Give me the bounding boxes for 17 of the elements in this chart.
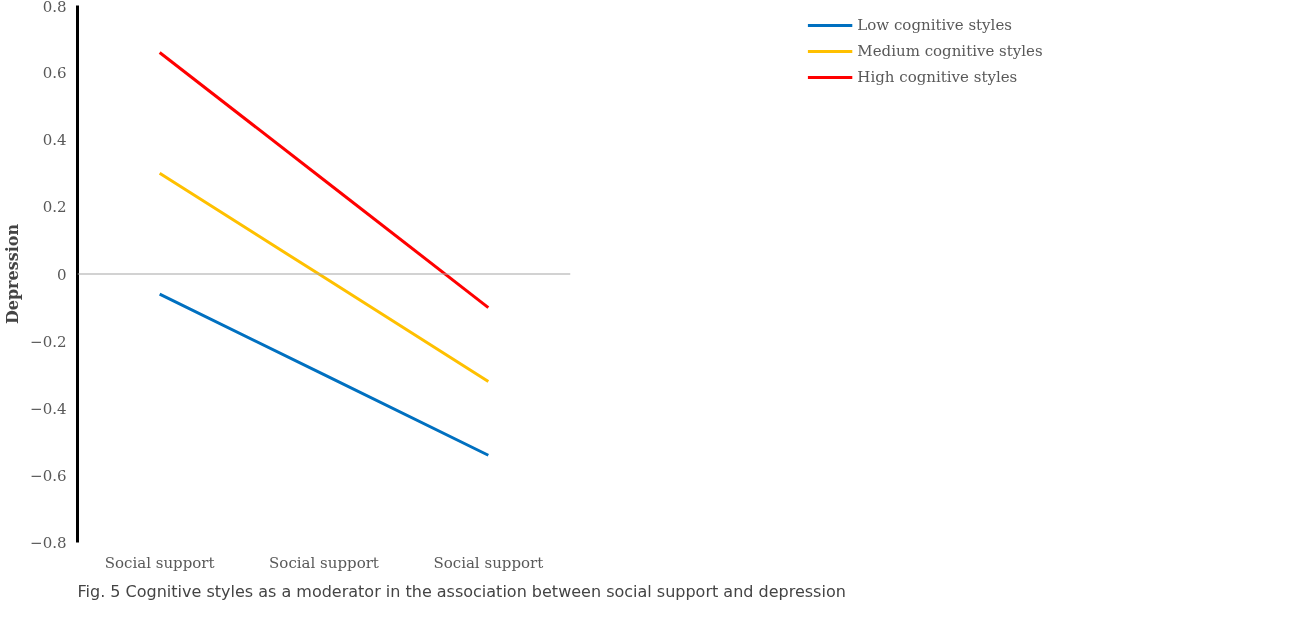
legend-label: Medium cognitive styles xyxy=(857,42,1043,60)
y-axis-title: Depression xyxy=(3,223,23,325)
x-tick-label: Social support xyxy=(433,553,544,572)
legend-label: High cognitive styles xyxy=(857,68,1018,86)
y-tick-label: 0.8 xyxy=(42,0,67,16)
y-tick-label: −0.4 xyxy=(30,399,67,418)
y-tick-label: −0.8 xyxy=(30,534,67,552)
x-tick-label: Social support xyxy=(269,553,379,572)
y-tick-label: 0.2 xyxy=(42,198,67,217)
x-tick-label: Social support xyxy=(104,553,215,572)
legend-label: Low cognitive styles xyxy=(857,16,1012,34)
y-tick-label: −0.6 xyxy=(30,466,67,485)
y-tick-label: 0 xyxy=(56,265,67,284)
caption: Fig. 5 Cognitive styles as a moderator in the association between social support and depression xyxy=(77,581,846,601)
y-tick-label: 0.4 xyxy=(42,131,67,150)
y-tick-label: −0.2 xyxy=(30,332,67,351)
y-tick-label: 0.6 xyxy=(42,64,67,83)
